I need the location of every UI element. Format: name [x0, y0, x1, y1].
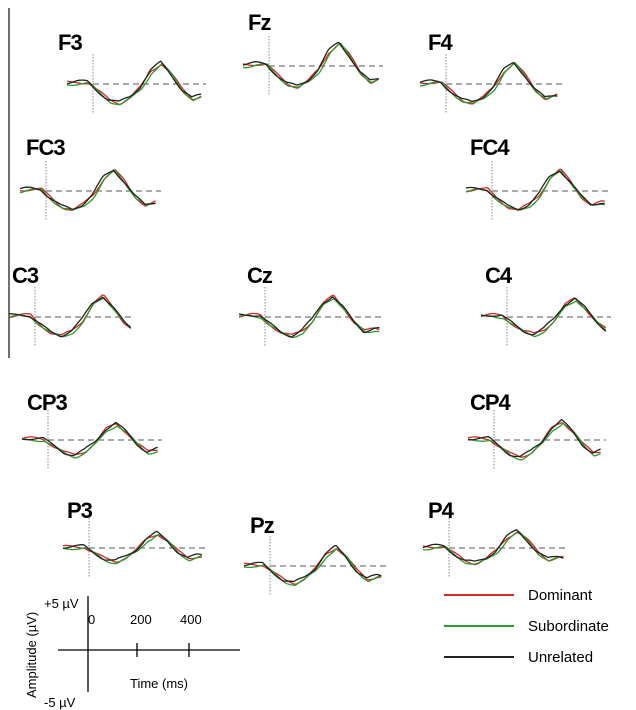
waveform-c3-subordinate	[8, 297, 132, 338]
waveform-pz-dominant	[244, 548, 382, 585]
waveform-c3-dominant	[8, 294, 132, 336]
electrode-panel-fz: Fz	[242, 10, 383, 96]
waveform-pz-unrelated	[243, 544, 382, 583]
electrode-label-cp4: CP4	[470, 390, 512, 415]
waveform-p3-subordinate	[62, 534, 202, 565]
scale-x-tick-label-400: 400	[180, 612, 202, 627]
waveform-cp3-unrelated	[21, 421, 158, 457]
electrode-label-c3: C3	[12, 263, 39, 288]
legend-label-dominant: Dominant	[528, 587, 593, 604]
waveform-cz-subordinate	[238, 298, 380, 339]
waveform-p3-unrelated	[63, 530, 203, 561]
waveform-fc4-unrelated	[465, 170, 605, 211]
electrode-panel-fc4: FC4	[465, 135, 610, 221]
waveform-p4-dominant	[422, 532, 564, 566]
electrode-panel-pz: Pz	[243, 513, 386, 596]
electrode-panel-c3: C3	[8, 263, 135, 347]
waveform-fc3-unrelated	[19, 169, 156, 210]
electrode-label-f3: F3	[58, 30, 82, 55]
electrode-label-f4: F4	[428, 30, 453, 55]
waveform-fz-unrelated	[242, 41, 379, 86]
waveform-cp4-subordinate	[467, 422, 601, 461]
waveform-c4-subordinate	[480, 300, 607, 338]
legend-label-subordinate: Subordinate	[528, 618, 609, 635]
legend-label-unrelated: Unrelated	[528, 649, 593, 666]
waveform-p4-subordinate	[422, 530, 564, 565]
electrode-panels: F3 Fz F4 FC3 FC4 C3 Cz C4 CP3 CP4 P3 Pz P4	[8, 10, 611, 596]
electrode-panel-cz: Cz	[238, 263, 384, 347]
scale-y-bottom-label: -5 µV	[44, 695, 76, 710]
waveform-cz-unrelated	[238, 296, 380, 338]
scale-y-axis-label: Amplitude (µV)	[24, 612, 39, 698]
electrode-panel-p3: P3	[62, 498, 207, 578]
scale-bar: +5 µV -5 µV 0 200 400 Time (ms) Amplitud…	[24, 596, 240, 710]
waveform-cz-dominant	[238, 294, 380, 335]
electrode-panel-p4: P4	[422, 498, 568, 578]
waveform-cp3-subordinate	[21, 425, 158, 459]
scale-x-tick-label-200: 200	[130, 612, 152, 627]
electrode-panel-cp3: CP3	[21, 390, 162, 470]
electrode-label-p4: P4	[428, 498, 455, 523]
waveform-fc3-subordinate	[19, 169, 156, 211]
electrode-panel-fc3: FC3	[19, 135, 161, 221]
electrode-panel-f4: F4	[419, 30, 562, 114]
scale-x-axis-label: Time (ms)	[130, 676, 188, 691]
waveform-p3-dominant	[62, 534, 202, 563]
electrode-panel-f3: F3	[58, 30, 206, 114]
waveform-c3-unrelated	[9, 296, 132, 338]
waveform-f3-unrelated	[66, 60, 202, 102]
waveform-cp3-dominant	[21, 423, 158, 456]
electrode-label-fc3: FC3	[26, 135, 65, 160]
electrode-panel-c4: C4	[480, 263, 611, 347]
electrode-label-cp3: CP3	[27, 390, 68, 415]
electrode-label-fc4: FC4	[470, 135, 510, 160]
electrode-label-fz: Fz	[248, 10, 271, 35]
scale-x-tick-label-0: 0	[88, 612, 95, 627]
waveform-cp4-unrelated	[467, 418, 601, 458]
electrode-label-cz: Cz	[247, 263, 273, 288]
waveform-f3-dominant	[66, 64, 202, 106]
waveform-f4-subordinate	[420, 62, 558, 104]
waveform-fc4-dominant	[466, 168, 605, 210]
scale-y-top-label: +5 µV	[44, 596, 79, 611]
legend: Dominant Subordinate Unrelated	[444, 587, 609, 666]
electrode-label-c4: C4	[485, 263, 513, 288]
waveform-c4-unrelated	[480, 297, 607, 336]
waveform-f4-unrelated	[419, 61, 558, 102]
electrode-label-pz: Pz	[250, 513, 275, 538]
waveform-p4-unrelated	[422, 529, 564, 562]
electrode-panel-cp4: CP4	[467, 390, 606, 470]
